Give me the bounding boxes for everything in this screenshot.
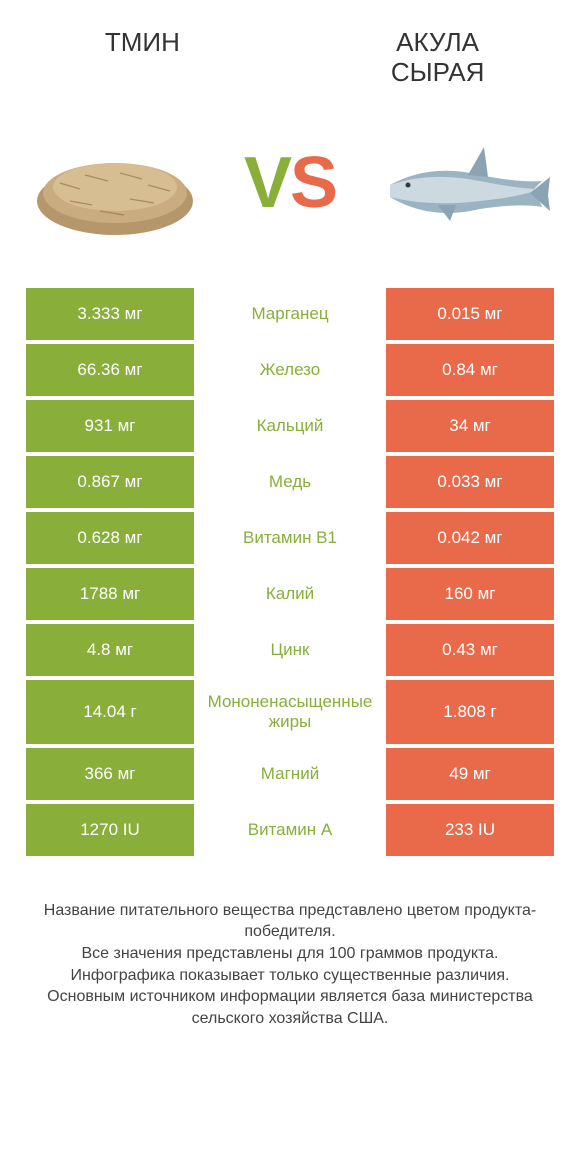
shark-icon <box>380 123 550 243</box>
cell-mid: Витамин B1 <box>194 512 386 564</box>
cell-right: 0.015 мг <box>386 288 554 340</box>
cumin-icon <box>30 123 200 243</box>
table-row: 1788 мгКалий160 мг <box>26 568 554 620</box>
cell-right: 34 мг <box>386 400 554 452</box>
cell-left: 366 мг <box>26 748 194 800</box>
vs-s: S <box>290 147 336 219</box>
cell-mid: Витамин A <box>194 804 386 856</box>
cell-right: 0.042 мг <box>386 512 554 564</box>
cell-right: 0.84 мг <box>386 344 554 396</box>
table-row: 931 мгКальций34 мг <box>26 400 554 452</box>
cell-right: 233 IU <box>386 804 554 856</box>
table-row: 3.333 мгМарганец0.015 мг <box>26 288 554 340</box>
cell-right: 0.43 мг <box>386 624 554 676</box>
cell-left: 1788 мг <box>26 568 194 620</box>
footer-line-4: Основным источником информации является … <box>34 986 546 1029</box>
cell-left: 66.36 мг <box>26 344 194 396</box>
cell-left: 931 мг <box>26 400 194 452</box>
table-row: 14.04 гМононенасыщенные жиры1.808 г <box>26 680 554 744</box>
table-row: 4.8 мгЦинк0.43 мг <box>26 624 554 676</box>
cell-left: 14.04 г <box>26 680 194 744</box>
cell-mid: Мононенасыщенные жиры <box>194 680 386 744</box>
cell-mid: Марганец <box>194 288 386 340</box>
cell-mid: Цинк <box>194 624 386 676</box>
cell-right: 49 мг <box>386 748 554 800</box>
title-left: ТМИН <box>44 28 241 58</box>
cell-mid: Железо <box>194 344 386 396</box>
titles-row: ТМИН АКУЛАСЫРАЯ <box>24 20 556 118</box>
comparison-table: 3.333 мгМарганец0.015 мг66.36 мгЖелезо0.… <box>24 288 556 856</box>
vs-label: VS <box>244 147 336 219</box>
footer-notes: Название питательного вещества представл… <box>24 900 556 1030</box>
cell-right: 1.808 г <box>386 680 554 744</box>
cell-mid: Медь <box>194 456 386 508</box>
table-row: 66.36 мгЖелезо0.84 мг <box>26 344 554 396</box>
cell-left: 3.333 мг <box>26 288 194 340</box>
cell-left: 4.8 мг <box>26 624 194 676</box>
infographic-root: ТМИН АКУЛАСЫРАЯ VS <box>0 0 580 1174</box>
table-row: 0.628 мгВитамин B10.042 мг <box>26 512 554 564</box>
product-image-right <box>380 118 550 248</box>
product-image-left <box>30 118 200 248</box>
table-row: 1270 IUВитамин A233 IU <box>26 804 554 856</box>
cell-mid: Кальций <box>194 400 386 452</box>
cell-right: 160 мг <box>386 568 554 620</box>
footer-line-2: Все значения представлены для 100 граммо… <box>34 943 546 965</box>
cell-right: 0.033 мг <box>386 456 554 508</box>
title-right: АКУЛАСЫРАЯ <box>339 28 536 88</box>
table-row: 366 мгМагний49 мг <box>26 748 554 800</box>
cell-left: 1270 IU <box>26 804 194 856</box>
footer-line-3: Инфографика показывает только существенн… <box>34 965 546 987</box>
cell-mid: Магний <box>194 748 386 800</box>
footer-line-1: Название питательного вещества представл… <box>34 900 546 943</box>
cell-left: 0.867 мг <box>26 456 194 508</box>
hero-row: VS <box>24 118 556 288</box>
cell-mid: Калий <box>194 568 386 620</box>
cell-left: 0.628 мг <box>26 512 194 564</box>
vs-v: V <box>244 147 290 219</box>
table-row: 0.867 мгМедь0.033 мг <box>26 456 554 508</box>
